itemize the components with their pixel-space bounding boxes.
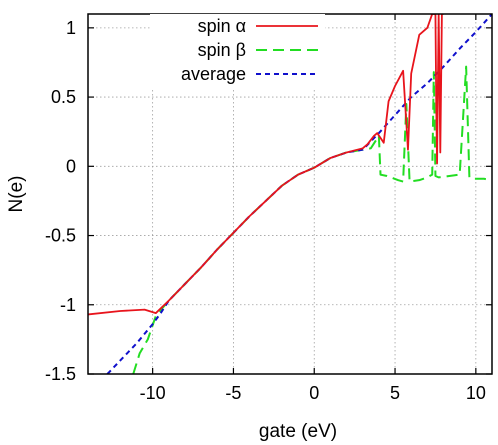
series-layer: [88, 14, 492, 374]
x-tick-label: 0: [309, 383, 319, 403]
tick-labels: -10 -5 0 5 10 -1.5 -1 -0.5 0 0.5 1: [45, 18, 486, 403]
y-tick-label: -0.5: [45, 226, 76, 246]
x-tick-label: 5: [390, 383, 400, 403]
legend-label-spin-alpha: spin α: [198, 16, 246, 36]
y-tick-label: 0.5: [51, 87, 76, 107]
x-tick-label: -10: [140, 383, 166, 403]
x-tick-label: 10: [466, 383, 486, 403]
legend-label-average: average: [181, 64, 246, 84]
y-tick-label: 1: [66, 18, 76, 38]
series-line-spin: [88, 14, 444, 316]
legend-label-spin-beta: spin β: [198, 40, 246, 60]
x-axis-label: gate (eV): [259, 421, 337, 442]
y-tick-label: 0: [66, 156, 76, 176]
y-tick-label: -1.5: [45, 364, 76, 384]
series-line-spin: [132, 65, 492, 374]
x-tick-label: -5: [225, 383, 241, 403]
legend: spin α spin β average: [150, 14, 325, 88]
y-tick-label: -1: [60, 295, 76, 315]
y-axis-label: N(e): [6, 176, 27, 213]
